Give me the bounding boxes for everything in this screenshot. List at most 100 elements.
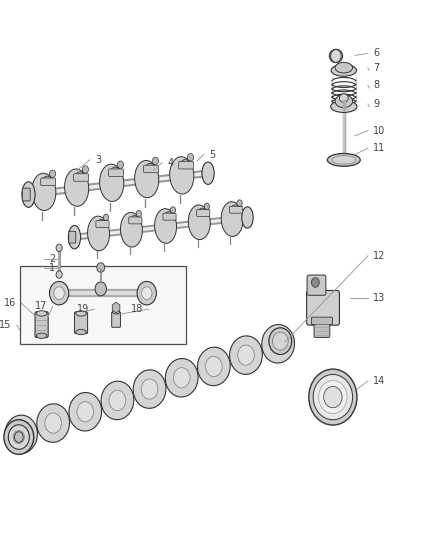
Ellipse shape xyxy=(238,345,254,365)
Circle shape xyxy=(56,271,62,278)
Ellipse shape xyxy=(113,310,120,314)
FancyBboxPatch shape xyxy=(96,221,109,228)
Ellipse shape xyxy=(22,182,35,207)
Text: 10: 10 xyxy=(373,126,385,135)
Ellipse shape xyxy=(221,202,243,236)
Circle shape xyxy=(237,200,242,206)
FancyBboxPatch shape xyxy=(112,312,120,327)
Circle shape xyxy=(82,166,88,173)
Circle shape xyxy=(56,244,62,252)
Ellipse shape xyxy=(36,311,47,316)
Ellipse shape xyxy=(324,386,342,408)
Circle shape xyxy=(331,50,341,62)
Ellipse shape xyxy=(131,216,138,223)
Circle shape xyxy=(152,157,159,165)
Ellipse shape xyxy=(202,162,214,184)
Ellipse shape xyxy=(98,220,106,226)
Ellipse shape xyxy=(134,160,159,198)
FancyBboxPatch shape xyxy=(163,213,176,220)
Ellipse shape xyxy=(68,225,81,249)
Circle shape xyxy=(141,287,152,300)
FancyBboxPatch shape xyxy=(307,275,326,295)
Text: 2: 2 xyxy=(49,254,55,263)
Ellipse shape xyxy=(8,425,29,449)
Ellipse shape xyxy=(262,325,294,363)
Ellipse shape xyxy=(14,431,25,443)
FancyBboxPatch shape xyxy=(307,290,339,325)
Ellipse shape xyxy=(120,213,142,247)
Ellipse shape xyxy=(205,356,222,376)
Ellipse shape xyxy=(13,424,29,445)
Circle shape xyxy=(137,281,156,305)
FancyBboxPatch shape xyxy=(179,161,194,169)
Ellipse shape xyxy=(231,205,239,212)
Text: 4: 4 xyxy=(167,158,173,167)
Ellipse shape xyxy=(99,164,124,201)
Circle shape xyxy=(136,211,141,217)
Text: 16: 16 xyxy=(4,298,16,308)
Ellipse shape xyxy=(32,173,56,211)
Ellipse shape xyxy=(188,205,210,239)
Circle shape xyxy=(14,432,23,442)
Ellipse shape xyxy=(77,402,94,422)
Text: 3: 3 xyxy=(95,155,101,165)
Ellipse shape xyxy=(146,163,155,172)
Ellipse shape xyxy=(318,381,347,414)
FancyBboxPatch shape xyxy=(230,206,243,213)
Text: 17: 17 xyxy=(35,302,47,311)
Ellipse shape xyxy=(43,176,52,184)
Ellipse shape xyxy=(155,209,177,243)
Circle shape xyxy=(49,170,56,177)
Circle shape xyxy=(95,282,106,296)
Ellipse shape xyxy=(328,154,360,166)
FancyBboxPatch shape xyxy=(311,317,332,325)
Ellipse shape xyxy=(181,160,190,168)
Ellipse shape xyxy=(69,392,102,431)
Circle shape xyxy=(170,207,176,213)
FancyBboxPatch shape xyxy=(129,217,142,224)
Ellipse shape xyxy=(88,216,110,251)
Ellipse shape xyxy=(4,420,34,454)
Ellipse shape xyxy=(270,334,286,354)
Text: 7: 7 xyxy=(373,63,379,73)
Text: 5: 5 xyxy=(209,150,215,159)
Circle shape xyxy=(204,203,209,209)
Ellipse shape xyxy=(339,94,348,102)
Circle shape xyxy=(103,214,109,221)
Text: 11: 11 xyxy=(373,143,385,153)
Circle shape xyxy=(97,263,105,272)
FancyBboxPatch shape xyxy=(109,169,124,176)
FancyBboxPatch shape xyxy=(314,321,330,337)
Ellipse shape xyxy=(230,336,262,374)
Text: 14: 14 xyxy=(373,376,385,386)
Circle shape xyxy=(49,281,69,305)
Ellipse shape xyxy=(5,415,37,454)
Text: 18: 18 xyxy=(131,304,144,314)
Ellipse shape xyxy=(76,172,85,180)
Ellipse shape xyxy=(335,95,353,108)
Ellipse shape xyxy=(37,404,70,442)
Ellipse shape xyxy=(269,328,292,354)
Ellipse shape xyxy=(332,156,356,164)
Ellipse shape xyxy=(329,49,343,63)
Ellipse shape xyxy=(309,369,357,425)
Text: 9: 9 xyxy=(373,99,379,109)
Ellipse shape xyxy=(198,347,230,386)
Text: 6: 6 xyxy=(373,49,379,58)
Text: 15: 15 xyxy=(0,320,11,330)
Ellipse shape xyxy=(170,157,194,194)
FancyBboxPatch shape xyxy=(74,174,88,181)
FancyBboxPatch shape xyxy=(74,312,88,334)
FancyBboxPatch shape xyxy=(22,188,30,201)
Ellipse shape xyxy=(331,101,357,112)
Text: 8: 8 xyxy=(373,80,379,90)
Ellipse shape xyxy=(109,390,126,410)
Bar xyxy=(20,266,186,344)
Text: 19: 19 xyxy=(77,304,89,314)
Circle shape xyxy=(311,278,319,287)
Ellipse shape xyxy=(331,64,357,76)
Text: 12: 12 xyxy=(373,251,385,261)
FancyBboxPatch shape xyxy=(197,209,210,216)
FancyBboxPatch shape xyxy=(69,231,76,243)
Circle shape xyxy=(187,154,194,161)
